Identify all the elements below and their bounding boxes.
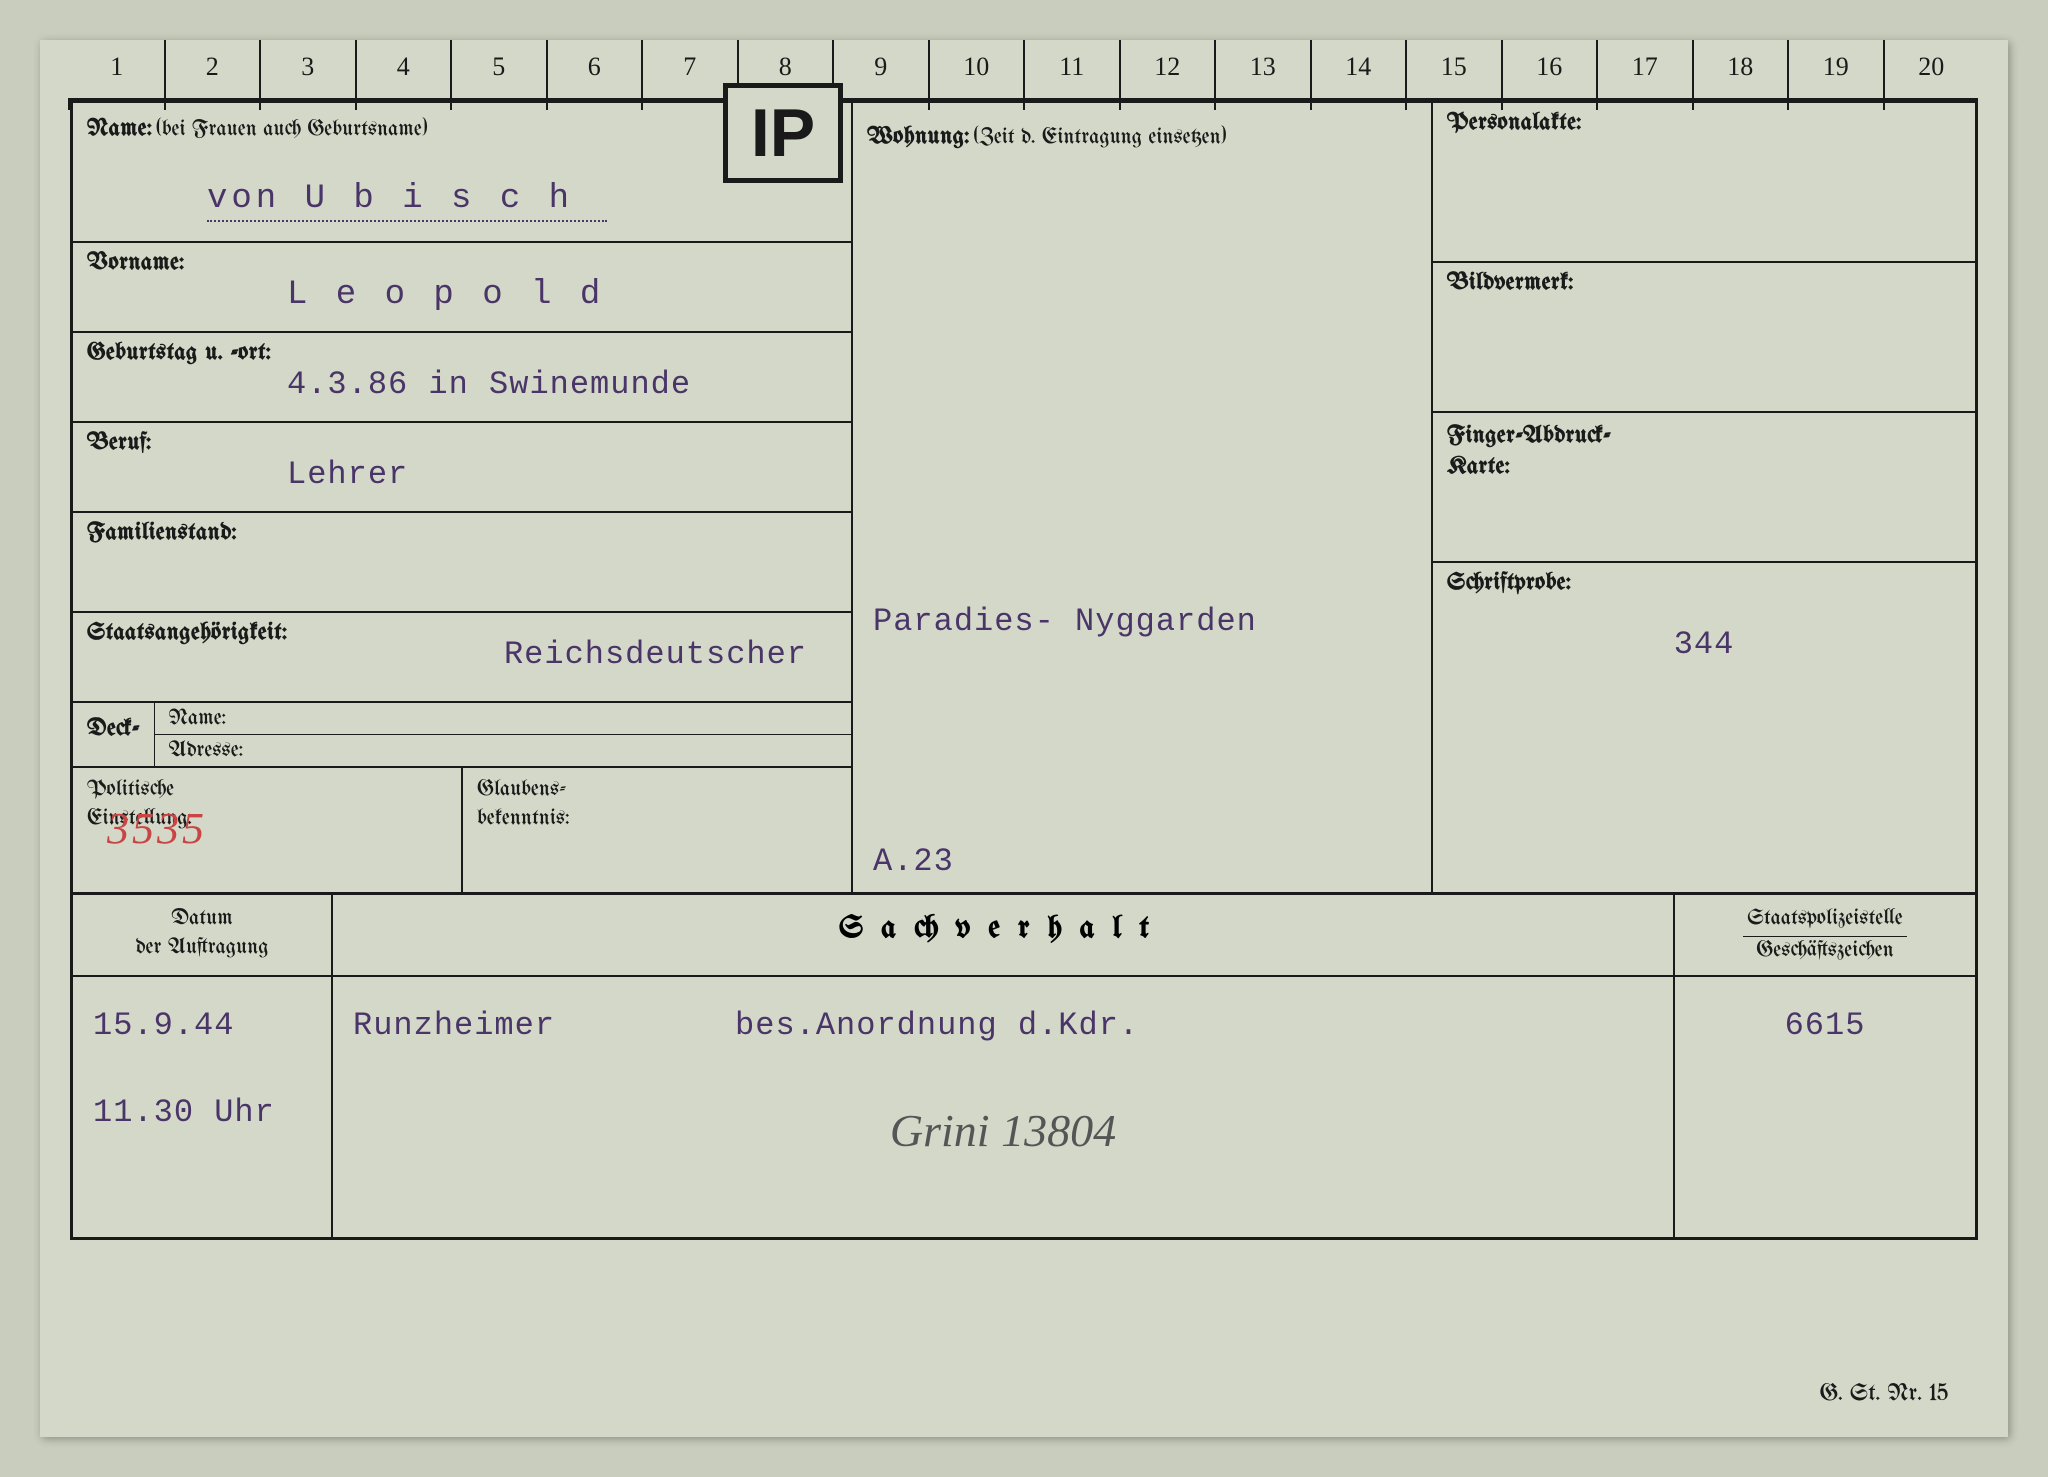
schriftprobe-value: 344 xyxy=(1674,626,1735,663)
glaubens-label: Glaubens-bekenntnis: xyxy=(477,776,837,833)
ruler-tick: 15 xyxy=(1405,40,1501,98)
sach-text-2: bes.Anordnung d.Kdr. xyxy=(735,1007,1139,1044)
wohnung-label: Wohnung: xyxy=(867,125,970,150)
code-value: A.23 xyxy=(873,843,954,880)
ip-badge: IP xyxy=(723,83,843,183)
name-hint: (bei Frauen auch Geburtsname) xyxy=(156,118,427,141)
ruler-tick: 12 xyxy=(1119,40,1215,98)
ruler-tick: 9 xyxy=(832,40,928,98)
deck-field: Deck- Name: Adresse: xyxy=(73,703,851,768)
personalakte-field: Personalakte: xyxy=(1433,103,1975,263)
personalakte-label: Personalakte: xyxy=(1447,111,1961,136)
main-grid: IP Name: (bei Frauen auch Geburtsname) v… xyxy=(70,100,1978,895)
record-card: 1 2 3 4 5 6 7 8 9 10 11 12 13 14 15 16 1… xyxy=(40,40,2008,1437)
ruler-tick: 20 xyxy=(1883,40,1979,98)
datum-value-1: 15.9.44 xyxy=(93,1007,311,1044)
deck-adresse-label: Adresse: xyxy=(155,735,851,766)
ruler-tick: 4 xyxy=(355,40,451,98)
ruler: 1 2 3 4 5 6 7 8 9 10 11 12 13 14 15 16 1… xyxy=(70,40,1978,100)
familien-field: Familienstand: xyxy=(73,513,851,613)
finger-label: Finger-Abdruck-Karte: xyxy=(1447,421,1961,483)
middle-column: Wohnung: (Zeit d. Eintragung einsetzen) … xyxy=(853,103,1433,892)
schriftprobe-field: Schriftprobe: 344 xyxy=(1433,563,1975,703)
stelle-value: 6615 xyxy=(1785,1007,1866,1044)
schriftprobe-label: Schriftprobe: xyxy=(1447,571,1961,596)
finger-field: Finger-Abdruck-Karte: xyxy=(1433,413,1975,563)
wohnung-field: Wohnung: (Zeit d. Eintragung einsetzen) … xyxy=(853,103,1431,892)
deck-name-label: Name: xyxy=(155,703,851,735)
vorname-label: Vorname: xyxy=(87,251,837,276)
bottom-section: Datumder Auftragung Sachverhalt Staatspo… xyxy=(70,895,1978,1240)
stelle-cell: 6615 xyxy=(1675,977,1975,1237)
ruler-tick: 3 xyxy=(259,40,355,98)
ruler-tick: 6 xyxy=(546,40,642,98)
ruler-tick: 19 xyxy=(1787,40,1883,98)
ruler-tick: 14 xyxy=(1310,40,1406,98)
ruler-tick: 11 xyxy=(1023,40,1119,98)
ruler-tick: 10 xyxy=(928,40,1024,98)
wohnung-hint: (Zeit d. Eintragung einsetzen) xyxy=(974,126,1227,149)
polit-glaubens-row: PolitischeEinstellung: 3535 Glaubens-bek… xyxy=(73,768,851,892)
ruler-tick: 5 xyxy=(450,40,546,98)
right-column: Personalakte: Bildvermerk: Finger-Abdruc… xyxy=(1433,103,1975,892)
geburt-value: 4.3.86 in Swinemunde xyxy=(287,366,691,403)
wohnung-value: Paradies- Nyggarden xyxy=(873,603,1257,640)
stelle-header: StaatspolizeistelleGeschäftszeichen xyxy=(1675,895,1975,975)
bottom-header: Datumder Auftragung Sachverhalt Staatspo… xyxy=(73,895,1975,977)
familien-label: Familienstand: xyxy=(87,521,837,546)
ruler-tick: 2 xyxy=(164,40,260,98)
ruler-tick: 1 xyxy=(70,40,164,98)
glaubens-field: Glaubens-bekenntnis: xyxy=(463,768,851,892)
sach-header: Sachverhalt xyxy=(333,895,1675,975)
bottom-body: 15.9.44 11.30 Uhr Runzheimer bes.Anordnu… xyxy=(73,977,1975,1237)
polit-field: PolitischeEinstellung: 3535 xyxy=(73,768,463,892)
staat-field: Staatsangehörigkeit: Reichsdeutscher xyxy=(73,613,851,703)
datum-cell: 15.9.44 11.30 Uhr xyxy=(73,977,333,1237)
polit-value: 3535 xyxy=(107,804,207,853)
beruf-label: Beruf: xyxy=(87,431,837,456)
ruler-tick: 13 xyxy=(1214,40,1310,98)
left-column: Name: (bei Frauen auch Geburtsname) von … xyxy=(73,103,853,892)
staat-value: Reichsdeutscher xyxy=(504,636,807,673)
geburt-field: Geburtstag u. -ort: 4.3.86 in Swinemunde xyxy=(73,333,851,423)
sach-text-1: Runzheimer xyxy=(353,1007,555,1044)
sach-handwritten: Grini 13804 xyxy=(890,1105,1116,1156)
ruler-tick: 16 xyxy=(1501,40,1597,98)
name-label: Name: xyxy=(87,117,152,142)
datum-value-2: 11.30 Uhr xyxy=(93,1094,311,1131)
beruf-field: Beruf: Lehrer xyxy=(73,423,851,513)
bildvermerk-field: Bildvermerk: xyxy=(1433,263,1975,413)
bildvermerk-label: Bildvermerk: xyxy=(1447,271,1961,296)
vorname-value: L e o p o l d xyxy=(287,276,604,314)
deck-label: Deck- xyxy=(73,703,155,766)
sach-cell: Runzheimer bes.Anordnung d.Kdr. Grini 13… xyxy=(333,977,1675,1237)
name-value: von U b i s c h xyxy=(207,180,607,222)
ruler-tick: 17 xyxy=(1596,40,1692,98)
datum-header: Datumder Auftragung xyxy=(73,895,333,975)
ruler-tick: 18 xyxy=(1692,40,1788,98)
beruf-value: Lehrer xyxy=(287,456,408,493)
geburt-label: Geburtstag u. -ort: xyxy=(87,341,837,366)
footer-note: G. St. Nr. 15 xyxy=(1820,1382,1948,1407)
vorname-field: Vorname: L e o p o l d xyxy=(73,243,851,333)
